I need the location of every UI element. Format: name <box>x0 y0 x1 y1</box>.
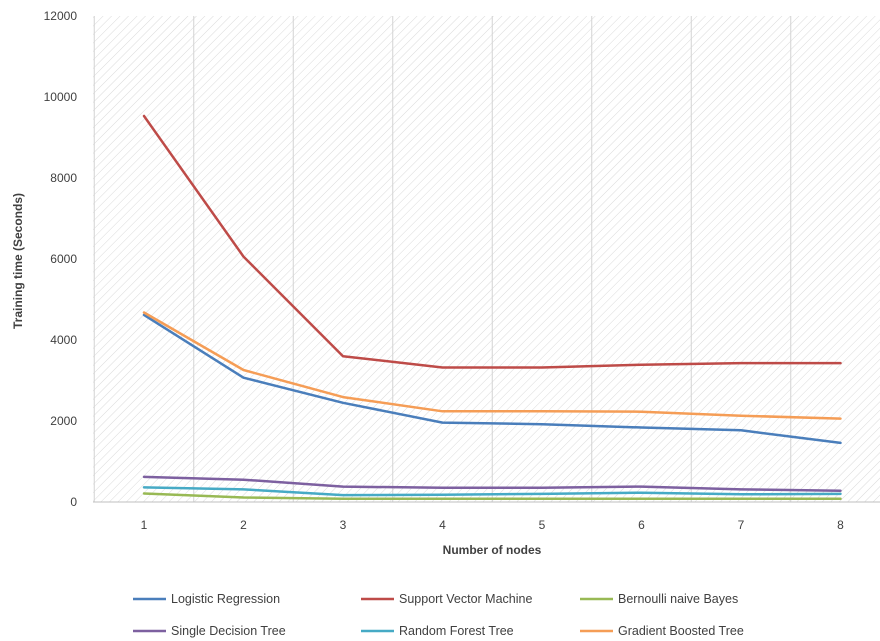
x-tick-label: 2 <box>240 518 247 532</box>
series-lines <box>142 114 842 501</box>
y-axis-title: Training time (Seconds) <box>11 193 25 329</box>
x-tick-label: 7 <box>738 518 745 532</box>
x-tick-label: 8 <box>837 518 844 532</box>
series-line-random-forest-tree <box>142 486 842 497</box>
series-line-single-decision-tree <box>142 475 842 492</box>
y-tick-label: 8000 <box>50 171 77 185</box>
legend-label: Gradient Boosted Tree <box>618 624 744 638</box>
series-line-logistic-regression <box>142 313 842 445</box>
x-tick-label: 6 <box>638 518 645 532</box>
series-line-bernoulli-naive-bayes <box>142 492 842 501</box>
x-tick-label: 5 <box>539 518 546 532</box>
legend: Logistic Regression Support Vector Machin… <box>133 592 744 638</box>
y-tick-label: 12000 <box>44 9 78 23</box>
y-axis-ticks: 0 2000 4000 6000 8000 10000 12000 <box>44 9 78 509</box>
legend-label: Support Vector Machine <box>399 592 532 606</box>
y-tick-label: 10000 <box>44 90 78 104</box>
y-tick-label: 2000 <box>50 414 77 428</box>
legend-label: Bernoulli naive Bayes <box>618 592 738 606</box>
legend-label: Single Decision Tree <box>171 624 286 638</box>
x-axis-ticks: 1 2 3 4 5 6 7 8 <box>141 518 845 532</box>
x-tick-label: 1 <box>141 518 148 532</box>
y-tick-label: 6000 <box>50 252 77 266</box>
series-line-gradient-boosted-tree <box>142 311 842 420</box>
x-axis-title: Number of nodes <box>443 543 542 557</box>
legend-label: Random Forest Tree <box>399 624 514 638</box>
legend-label: Logistic Regression <box>171 592 280 606</box>
series-line-support-vector-machine <box>142 114 842 369</box>
y-tick-label: 0 <box>70 495 77 509</box>
plot-background <box>93 16 880 502</box>
x-tick-label: 3 <box>340 518 347 532</box>
gridlines <box>93 16 880 503</box>
y-tick-label: 4000 <box>50 333 77 347</box>
x-tick-label: 4 <box>439 518 446 532</box>
